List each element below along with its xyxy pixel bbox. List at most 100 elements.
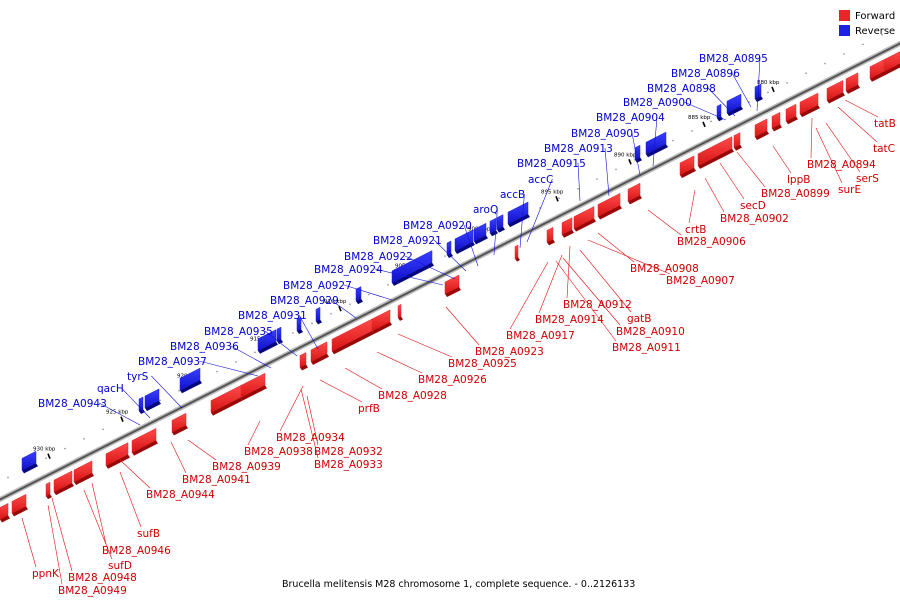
forward-gene-label[interactable]: BM28_A0928 (378, 390, 447, 402)
forward-gene-label[interactable]: BM28_A0911 (612, 342, 681, 354)
gene-shadow (755, 95, 763, 102)
forward-gene-label[interactable]: tatB (874, 118, 896, 130)
forward-gene-label[interactable]: BM28_A0914 (535, 314, 604, 326)
reverse-gene-label[interactable]: BM28_A0895 (699, 53, 768, 65)
forward-gene-label[interactable]: BM28_A0899 (761, 188, 830, 200)
forward-gene-label[interactable]: secD (740, 200, 766, 212)
forward-gene-label[interactable]: ppnK (32, 568, 60, 580)
coordinate-dot (159, 399, 161, 402)
reverse-gene-label[interactable]: BM28_A0936 (170, 341, 239, 353)
gene-shadow (258, 341, 278, 354)
label-leader-line (509, 261, 549, 330)
forward-gene-label[interactable]: surE (838, 184, 861, 196)
reverse-gene-label[interactable]: BM28_A0913 (544, 143, 613, 155)
label-leader-line (844, 99, 879, 118)
forward-gene-label[interactable]: BM28_A0908 (630, 263, 699, 275)
forward-gene[interactable] (45, 481, 51, 497)
reverse-gene-label[interactable]: BM28_A0929 (270, 295, 339, 307)
forward-gene-label[interactable]: BM28_A0925 (448, 358, 517, 370)
forward-gene-label[interactable]: BM28_A0938 (244, 446, 313, 458)
reverse-gene-label[interactable]: qacH (97, 383, 124, 395)
forward-gene-label[interactable]: crtB (685, 224, 706, 236)
coordinate-dot (862, 43, 864, 46)
forward-gene[interactable] (514, 244, 519, 259)
reverse-gene-label[interactable]: accB (500, 189, 525, 201)
reverse-gene-label[interactable]: BM28_A0927 (283, 280, 352, 292)
label-leader-line (837, 106, 878, 143)
coordinate-dot (83, 438, 85, 440)
forward-gene-label[interactable]: prfB (358, 403, 380, 415)
forward-gene-label[interactable]: BM28_A0912 (563, 299, 632, 311)
gene-shadow (717, 116, 723, 122)
forward-gene-label[interactable]: sufD (108, 560, 132, 572)
forward-gene-label[interactable]: BM28_A0939 (212, 461, 281, 473)
label-leader-line (151, 375, 183, 409)
coordinate-dot (558, 197, 560, 200)
forward-gene-label[interactable]: serS (856, 173, 879, 185)
gene-shadow (74, 472, 94, 485)
forward-gene-label[interactable]: BM28_A0917 (506, 330, 575, 342)
forward-gene-label[interactable]: BM28_A0932 (314, 446, 383, 458)
forward-gene-label[interactable]: gatB (627, 313, 651, 325)
forward-gene-label[interactable]: BM28_A0894 (807, 159, 876, 171)
reverse-gene-label[interactable]: BM28_A0896 (671, 68, 740, 80)
gene-shadow (316, 319, 322, 325)
kbp-tick (702, 121, 706, 128)
reverse-gene-label[interactable]: BM28_A0931 (238, 310, 307, 322)
gene-shadow (680, 167, 696, 178)
label-leader-line (815, 127, 843, 184)
reverse-gene[interactable] (276, 326, 282, 342)
reverse-gene-label[interactable]: aroQ (473, 204, 498, 216)
forward-gene-label[interactable]: BM28_A0906 (677, 236, 746, 248)
forward-gene-label[interactable]: BM28_A0933 (314, 459, 383, 471)
reverse-gene-label[interactable]: BM28_A0900 (623, 97, 692, 109)
forward-gene-label[interactable]: BM28_A0907 (666, 275, 735, 287)
forward-gene-label[interactable]: BM28_A0934 (276, 432, 345, 444)
kbp-tick-label: 880 kbp (757, 80, 780, 86)
coordinate-dot (330, 312, 332, 315)
forward-gene-label[interactable]: BM28_A0946 (102, 545, 171, 557)
reverse-gene-label[interactable]: BM28_A0904 (596, 112, 665, 124)
gene-shadow (12, 506, 28, 517)
forward-gene-label[interactable]: BM28_A0944 (146, 489, 215, 501)
kbp-tick-label: 890 kbp (614, 152, 637, 158)
reverse-gene-label[interactable]: BM28_A0915 (517, 158, 586, 170)
reverse-gene-label[interactable]: BM28_A0935 (204, 326, 273, 338)
forward-gene-label[interactable]: BM28_A0941 (182, 474, 251, 486)
forward-gene-label[interactable]: sufB (137, 528, 160, 540)
reverse-gene-label[interactable]: tyrS (127, 371, 149, 383)
label-leader-line (187, 439, 217, 461)
reverse-gene[interactable] (315, 306, 321, 322)
forward-gene-label[interactable]: BM28_A0948 (68, 572, 137, 584)
reverse-gene-label[interactable]: BM28_A0937 (138, 356, 207, 368)
forward-gene-label[interactable]: tatC (873, 143, 895, 155)
reverse-gene-label[interactable]: BM28_A0922 (344, 251, 413, 263)
label-leader-line (330, 299, 357, 319)
coordinate-dot (767, 91, 769, 94)
forward-gene-label[interactable]: BM28_A0926 (418, 374, 487, 386)
reverse-gene-label[interactable]: BM28_A0943 (38, 398, 107, 410)
gene-shadow (547, 239, 555, 246)
label-leader-line (493, 208, 498, 256)
label-leader-line (47, 504, 63, 585)
reverse-gene-label[interactable]: BM28_A0898 (647, 83, 716, 95)
forward-gene-label[interactable]: BM28_A0949 (58, 585, 127, 597)
reverse-gene-label[interactable]: BM28_A0921 (373, 235, 442, 247)
coordinate-dot (216, 370, 218, 373)
forward-gene[interactable] (397, 303, 402, 319)
coordinate-dot (824, 62, 826, 65)
gene-shadow (698, 148, 734, 169)
kbp-tick (555, 195, 559, 202)
reverse-gene-label[interactable]: BM28_A0905 (571, 128, 640, 140)
forward-gene-label[interactable]: BM28_A0923 (475, 346, 544, 358)
forward-gene-label[interactable]: lppB (787, 174, 810, 186)
reverse-gene-label[interactable]: BM28_A0920 (403, 220, 472, 232)
forward-gene-label[interactable]: BM28_A0902 (720, 213, 789, 225)
reverse-gene-label[interactable]: accC (528, 174, 553, 186)
gene-shadow (727, 106, 743, 117)
reverse-gene-label[interactable]: BM28_A0924 (314, 264, 383, 276)
forward-gene-label[interactable]: BM28_A0910 (616, 326, 685, 338)
coordinate-dot-track (7, 33, 883, 479)
label-leader-lines (21, 57, 879, 585)
